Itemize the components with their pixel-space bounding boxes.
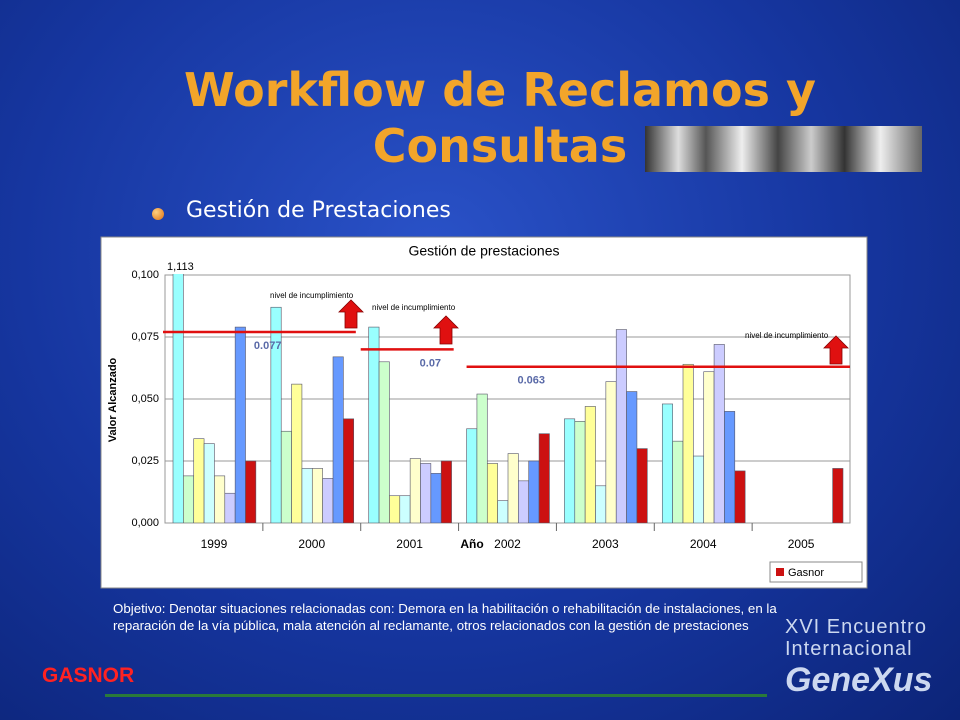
x-tick-label: 2001: [396, 537, 423, 551]
bar: [584, 406, 596, 523]
bar: [409, 458, 421, 523]
slide-title: Workflow de Reclamos y Consultas: [184, 63, 816, 173]
bar: [832, 468, 844, 523]
x-axis-label: Año: [460, 537, 483, 551]
divider: [105, 694, 767, 697]
bar: [661, 403, 673, 523]
bar: [626, 391, 638, 523]
bar: [636, 448, 648, 523]
bar: [214, 475, 226, 523]
logo: XVI Encuentro Internacional GeneXus: [785, 616, 932, 700]
threshold-value: 0.063: [518, 375, 546, 387]
threshold-value: 0.07: [420, 357, 441, 369]
bar: [713, 344, 725, 523]
logo-line: Internacional: [785, 638, 913, 660]
bar: [682, 363, 694, 523]
bar: [311, 468, 323, 523]
bar: [672, 440, 684, 523]
y-axis-label: Valor Alcanzado: [107, 357, 119, 442]
bar: [322, 478, 334, 523]
bar: [301, 468, 313, 523]
bar: [486, 463, 498, 523]
bar: [399, 495, 411, 523]
bar: [172, 274, 184, 523]
x-tick-label: 2004: [690, 537, 717, 551]
bar: [734, 470, 746, 523]
legend-swatch: [776, 568, 784, 576]
arrow-icon: [338, 299, 364, 329]
y-tick-label: 0,100: [131, 269, 159, 281]
bar: [245, 460, 257, 523]
bar: [224, 492, 236, 523]
bar: [528, 460, 540, 523]
bar: [378, 361, 390, 523]
value-label: 1,113: [167, 261, 194, 273]
arrow-icon: [823, 335, 849, 365]
threshold-value: 0.077: [254, 340, 282, 352]
bar: [193, 438, 205, 523]
y-tick-label: 0,050: [131, 393, 159, 405]
legend: [769, 561, 863, 583]
threshold-annotation: nivel de incumplimiento: [372, 303, 456, 312]
bullet-dot: [152, 208, 164, 220]
bar: [332, 356, 344, 523]
chart-title: Gestión de prestaciones: [409, 243, 560, 259]
bar: [466, 428, 478, 523]
bar: [564, 418, 576, 523]
logo-brand: GeneXus: [785, 661, 933, 699]
y-tick-label: 0,000: [131, 517, 159, 529]
bar: [507, 453, 519, 523]
bar: [420, 463, 432, 523]
threshold-annotation: nivel de incumplimiento: [745, 331, 829, 340]
logo-line: XVI Encuentro: [785, 616, 927, 638]
bar: [595, 485, 607, 523]
bar: [280, 430, 292, 523]
threshold-annotation: nivel de incumplimiento: [270, 291, 354, 300]
bar: [234, 326, 246, 523]
bar: [538, 433, 550, 523]
bar: [476, 393, 488, 523]
x-tick-label: 2000: [298, 537, 325, 551]
objective-text: Objetivo: Denotar situaciones relacionad…: [113, 601, 777, 633]
bar: [605, 381, 617, 523]
bar: [440, 460, 452, 523]
bar: [270, 306, 282, 523]
bar: [389, 495, 401, 523]
legend-label: Gasnor: [788, 567, 824, 579]
x-tick-label: 2005: [788, 537, 815, 551]
bullet-text: Gestión de Prestaciones: [186, 198, 451, 223]
bar: [693, 455, 705, 523]
bar: [615, 329, 627, 523]
y-tick-label: 0,075: [131, 331, 159, 343]
bar: [497, 500, 509, 523]
x-tick-label: 2002: [494, 537, 521, 551]
x-tick-label: 2003: [592, 537, 619, 551]
bar: [183, 475, 195, 523]
bar: [368, 326, 380, 523]
bar: [343, 418, 355, 523]
bar: [291, 383, 303, 523]
bar: [574, 421, 586, 523]
photo: [645, 126, 922, 172]
bar: [703, 371, 715, 523]
y-tick-label: 0,025: [131, 455, 159, 467]
bar: [430, 473, 442, 523]
company-name: GASNOR: [42, 664, 135, 687]
bar: [518, 480, 530, 523]
bar: [203, 443, 215, 523]
arrow-icon: [433, 315, 459, 345]
bar: [724, 411, 736, 523]
x-tick-label: 1999: [201, 537, 228, 551]
